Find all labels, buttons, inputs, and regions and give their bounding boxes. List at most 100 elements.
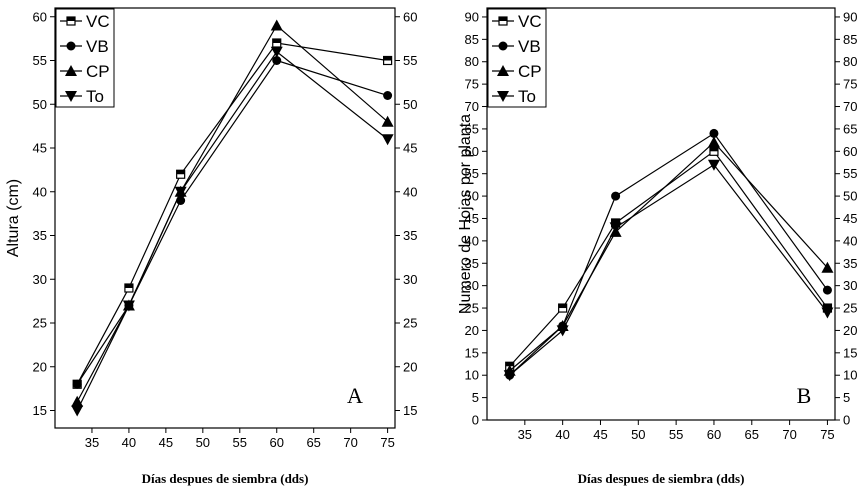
y-tick-label-right: 10 bbox=[843, 368, 857, 383]
legend-marker bbox=[67, 17, 75, 25]
x-tick-label: 65 bbox=[745, 427, 759, 442]
legend-label: VB bbox=[518, 37, 541, 56]
legend-label: VB bbox=[86, 37, 109, 56]
data-point bbox=[383, 91, 392, 100]
y-tick-label: 10 bbox=[465, 368, 479, 383]
y-tick-label-right: 60 bbox=[843, 144, 857, 159]
y-tick-label-right: 45 bbox=[843, 211, 857, 226]
y-tick-label: 30 bbox=[33, 272, 47, 287]
data-point-fill bbox=[177, 170, 185, 174]
y-tick-label-right: 65 bbox=[843, 121, 857, 136]
y-tick-label: 15 bbox=[33, 403, 47, 418]
y-tick-label: 20 bbox=[33, 359, 47, 374]
y-tick-label-right: 5 bbox=[843, 390, 850, 405]
legend-marker-fill bbox=[499, 17, 507, 21]
x-tick-label: 35 bbox=[518, 427, 532, 442]
x-tick-label: 45 bbox=[593, 427, 607, 442]
x-tick-label: 50 bbox=[631, 427, 645, 442]
data-point-fill bbox=[559, 304, 567, 308]
legend-label: CP bbox=[518, 62, 542, 81]
x-axis-label: Días despues de siembra (dds) bbox=[142, 471, 309, 486]
x-tick-label: 40 bbox=[555, 427, 569, 442]
legend-label: VC bbox=[518, 12, 542, 31]
data-point bbox=[708, 160, 720, 171]
y-tick-label-right: 80 bbox=[843, 54, 857, 69]
data-point bbox=[382, 134, 394, 145]
chart-panel-b: 0 05 510 1015 1520 2025 2530 3035 3540 4045 4550 50… bbox=[457, 8, 857, 486]
x-tick-label: 70 bbox=[343, 435, 357, 450]
y-tick-label-right: 35 bbox=[403, 228, 417, 243]
series-line bbox=[510, 142, 828, 370]
series-vb bbox=[73, 56, 392, 389]
legend-marker bbox=[499, 42, 508, 51]
y-tick-label: 70 bbox=[465, 99, 479, 114]
data-point bbox=[73, 380, 82, 389]
data-point bbox=[823, 286, 832, 295]
legend-label: To bbox=[86, 87, 104, 106]
series-line bbox=[77, 52, 387, 411]
legend-label: To bbox=[518, 87, 536, 106]
panel-letter: B bbox=[797, 383, 812, 408]
data-point bbox=[710, 147, 718, 155]
data-point-fill bbox=[823, 304, 831, 308]
x-axis-label: Días despues de siembra (dds) bbox=[578, 471, 745, 486]
data-point bbox=[821, 308, 833, 319]
y-tick-label: 75 bbox=[465, 77, 479, 92]
data-point-fill bbox=[125, 284, 133, 288]
y-tick-label: 40 bbox=[33, 184, 47, 199]
y-tick-label: 5 bbox=[472, 390, 479, 405]
legend-marker-fill bbox=[67, 17, 75, 21]
series-line bbox=[77, 26, 387, 402]
legend-label: CP bbox=[86, 62, 110, 81]
x-tick-label: 60 bbox=[270, 435, 284, 450]
y-tick-label-right: 70 bbox=[843, 99, 857, 114]
y-tick-label-right: 60 bbox=[403, 9, 417, 24]
x-tick-label: 75 bbox=[820, 427, 834, 442]
y-tick-label: 35 bbox=[33, 228, 47, 243]
x-tick-label: 75 bbox=[380, 435, 394, 450]
y-tick-label-right: 90 bbox=[843, 9, 857, 24]
x-tick-label: 55 bbox=[669, 427, 683, 442]
y-tick-label-right: 0 bbox=[843, 413, 850, 428]
data-point bbox=[271, 20, 283, 31]
y-tick-label-right: 25 bbox=[843, 301, 857, 316]
series-line bbox=[510, 165, 828, 375]
series-cp bbox=[71, 20, 393, 407]
y-tick-label: 90 bbox=[465, 9, 479, 24]
y-tick-label-right: 45 bbox=[403, 141, 417, 156]
y-tick-label-right: 15 bbox=[403, 403, 417, 418]
series-to bbox=[504, 160, 834, 381]
data-point bbox=[559, 304, 567, 312]
y-axis-label: Numero de Hojas por planta bbox=[457, 114, 474, 314]
data-point bbox=[71, 406, 83, 417]
data-point bbox=[273, 39, 281, 47]
x-tick-label: 50 bbox=[196, 435, 210, 450]
y-tick-label: 15 bbox=[465, 345, 479, 360]
y-tick-label: 45 bbox=[33, 141, 47, 156]
data-point-fill bbox=[710, 147, 718, 151]
data-point-fill bbox=[384, 57, 392, 61]
series-line bbox=[510, 133, 828, 375]
y-tick-label-right: 25 bbox=[403, 316, 417, 331]
y-axis-label: Altura (cm) bbox=[5, 179, 22, 257]
x-tick-label: 55 bbox=[233, 435, 247, 450]
y-tick-label-right: 15 bbox=[843, 345, 857, 360]
y-tick-label: 25 bbox=[33, 316, 47, 331]
chart-panel-a: 15 15 20 20 25 25 30 30 35 35 40 40 45 45 50 50 55 55 60 60… bbox=[5, 8, 417, 486]
y-tick-label-right: 40 bbox=[403, 184, 417, 199]
legend: VC VB CP To bbox=[56, 9, 114, 107]
data-point-fill bbox=[273, 39, 281, 43]
y-tick-label-right: 85 bbox=[843, 32, 857, 47]
y-tick-label: 60 bbox=[33, 9, 47, 24]
series-vc bbox=[73, 39, 391, 388]
series-line bbox=[77, 61, 387, 385]
legend-label: VC bbox=[86, 12, 110, 31]
y-tick-label: 0 bbox=[472, 413, 479, 428]
x-tick-label: 65 bbox=[306, 435, 320, 450]
data-point bbox=[125, 284, 133, 292]
y-tick-label: 55 bbox=[33, 53, 47, 68]
y-tick-label: 80 bbox=[465, 54, 479, 69]
x-tick-label: 35 bbox=[85, 435, 99, 450]
x-tick-label: 45 bbox=[159, 435, 173, 450]
data-point bbox=[271, 47, 283, 58]
